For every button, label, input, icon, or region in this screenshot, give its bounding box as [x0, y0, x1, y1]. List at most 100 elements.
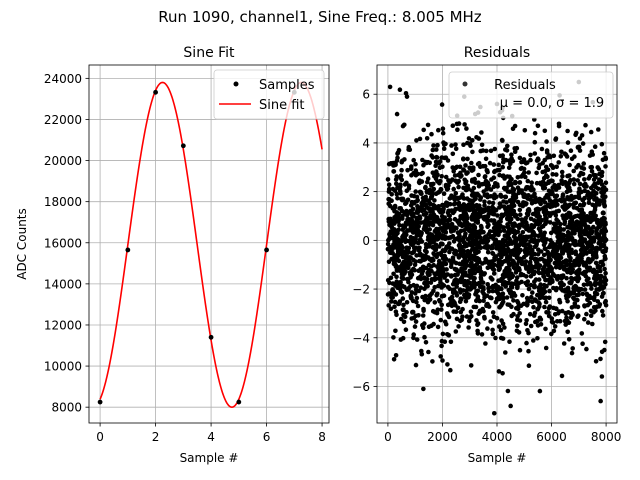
residual-point [433, 271, 439, 277]
residual-point [576, 268, 582, 274]
residual-point [563, 179, 568, 185]
residual-point [547, 153, 552, 158]
residual-point [515, 323, 520, 329]
residual-point [528, 157, 533, 163]
residual-point [571, 241, 576, 246]
residual-point [582, 177, 587, 182]
residual-point [445, 222, 451, 227]
residual-point [602, 266, 607, 272]
residual-point [508, 204, 513, 209]
residual-point [439, 302, 445, 308]
residual-point [413, 189, 419, 194]
residual-point [460, 270, 466, 275]
residual-point [531, 271, 537, 277]
residual-point [516, 267, 521, 272]
residual-point [597, 302, 603, 307]
residual-point [400, 216, 405, 221]
residual-point [497, 205, 502, 210]
residual-point [491, 225, 497, 231]
residual-point [576, 288, 582, 294]
residual-point [545, 249, 550, 255]
residual-point [444, 272, 450, 277]
sample-point [236, 399, 242, 405]
sine-fit-xtick-label: 8 [318, 430, 326, 444]
residual-point [534, 170, 539, 176]
residual-point [547, 211, 553, 216]
residual-point [394, 253, 399, 258]
residual-point [483, 156, 489, 162]
residual-point [525, 328, 530, 333]
residual-point [419, 171, 424, 177]
residual-point [470, 243, 475, 249]
residual-point [385, 241, 391, 247]
residual-point [513, 244, 519, 249]
residual-point [580, 141, 586, 146]
residual-point [439, 307, 444, 312]
residual-point [445, 284, 451, 290]
residual-point [391, 271, 396, 277]
residual-point [505, 388, 511, 394]
residual-point [527, 311, 533, 317]
residual-point [508, 403, 513, 409]
residual-point [400, 266, 406, 272]
residual-point [389, 291, 395, 297]
residual-point [414, 209, 420, 214]
residual-point [571, 177, 577, 182]
residual-point [526, 363, 532, 369]
residual-point [602, 339, 608, 345]
residual-point [505, 174, 510, 179]
sine-fit-ytick-label: 14000 [44, 277, 82, 291]
sample-point [97, 399, 103, 405]
residual-point [475, 322, 480, 328]
residual-point [497, 304, 503, 310]
residual-point [572, 304, 577, 309]
residual-point [470, 149, 475, 155]
residual-point [598, 178, 604, 184]
residual-point [515, 284, 520, 290]
residual-point [448, 264, 454, 270]
residual-point [519, 174, 524, 179]
residual-point [390, 235, 395, 241]
residual-point [546, 263, 552, 268]
residual-point [481, 308, 486, 314]
residual-point [469, 217, 475, 222]
residual-point [411, 200, 417, 206]
residual-point [461, 202, 467, 207]
residual-point [559, 180, 565, 186]
residual-point [518, 303, 524, 309]
residual-point [526, 298, 532, 304]
residual-point [517, 347, 523, 353]
residual-point [400, 223, 406, 228]
residual-point [488, 187, 494, 192]
residual-point [583, 227, 588, 233]
residual-point [511, 261, 517, 266]
residual-point [437, 189, 443, 194]
sine-fit-ytick-label: 8000 [51, 401, 82, 415]
residual-point [404, 199, 409, 204]
residual-point [542, 128, 548, 134]
residual-point [457, 207, 463, 213]
residual-point [466, 241, 472, 246]
residual-point [603, 298, 608, 304]
residual-point [527, 226, 532, 232]
residual-point [422, 207, 427, 213]
residual-point [581, 215, 587, 221]
residual-point [462, 122, 467, 127]
residual-point [464, 171, 469, 176]
residual-point [426, 267, 432, 273]
residual-point [459, 223, 465, 229]
sine-fit-xtick-label: 6 [263, 430, 271, 444]
residual-point [587, 192, 593, 197]
residual-point [599, 169, 605, 175]
residual-point [462, 244, 467, 249]
residual-point [545, 267, 551, 273]
residual-point [583, 224, 588, 229]
residual-point [600, 210, 606, 216]
residual-point [510, 222, 515, 227]
residual-point [591, 183, 596, 189]
residual-point [543, 277, 548, 283]
residual-point [585, 320, 591, 325]
residual-point [577, 148, 583, 153]
residual-point [426, 222, 432, 228]
residual-point [603, 220, 608, 225]
